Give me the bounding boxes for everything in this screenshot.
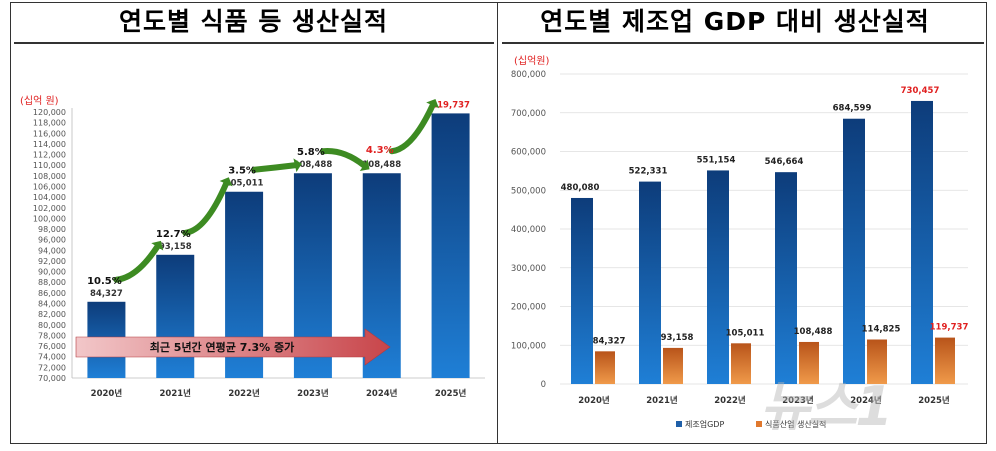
left-summary-banner-text: 최근 5년간 연평균 7.3% 증가 bbox=[150, 340, 295, 354]
left-y-tick-label: 98,000 bbox=[38, 225, 66, 234]
left-y-tick-label: 92,000 bbox=[38, 257, 66, 266]
left-growth-arrow bbox=[319, 148, 367, 169]
left-growth-arrowhead bbox=[293, 158, 302, 173]
left-y-tick-label: 120,000 bbox=[33, 108, 66, 117]
left-x-tick-label: 2020년 bbox=[91, 388, 123, 399]
left-y-tick-label: 82,000 bbox=[38, 310, 66, 319]
left-bar bbox=[431, 113, 470, 378]
left-y-tick-label: 80,000 bbox=[38, 321, 66, 330]
right-title-rule bbox=[502, 42, 984, 44]
left-x-tick-label: 2022년 bbox=[228, 388, 260, 399]
left-y-tick-label: 88,000 bbox=[38, 278, 66, 287]
left-value-label: 93,158 bbox=[159, 242, 192, 252]
left-value-label: 105,011 bbox=[225, 179, 264, 189]
panel-divider bbox=[497, 2, 498, 444]
left-y-tick-label: 118,000 bbox=[33, 119, 66, 128]
left-y-tick-label: 74,000 bbox=[38, 353, 66, 362]
left-x-tick-label: 2024년 bbox=[366, 388, 398, 399]
left-y-tick-label: 104,000 bbox=[33, 193, 66, 202]
left-x-tick-label: 2021년 bbox=[160, 388, 192, 399]
left-y-tick-label: 78,000 bbox=[38, 331, 66, 340]
left-y-tick-label: 112,000 bbox=[33, 151, 66, 160]
left-growth-label: 10.5% bbox=[87, 276, 122, 287]
left-growth-arrowhead bbox=[359, 159, 370, 172]
left-summary-banner bbox=[75, 328, 391, 366]
left-growth-label: 5.8% bbox=[297, 147, 325, 158]
news1-watermark: 뉴스1 bbox=[760, 375, 893, 438]
left-growth-label: 12.7% bbox=[156, 229, 191, 240]
right-chart-title: 연도별 제조업 GDP 대비 생산실적 bbox=[540, 7, 930, 36]
left-growth-arrowhead bbox=[151, 240, 164, 251]
left-chart-title: 연도별 식품 등 생산실적 bbox=[118, 7, 389, 36]
left-value-label: 119,737 bbox=[431, 100, 470, 110]
left-y-tick-label: 106,000 bbox=[33, 182, 66, 191]
left-growth-arrow bbox=[182, 180, 230, 236]
left-y-tick-label: 76,000 bbox=[38, 342, 66, 351]
left-value-label: 84,327 bbox=[90, 289, 123, 299]
left-growth-arrow bbox=[251, 162, 298, 173]
left-value-label: 108,488 bbox=[294, 160, 333, 170]
left-title-rule bbox=[14, 42, 494, 44]
left-y-tick-label: 116,000 bbox=[33, 129, 66, 138]
left-growth-label: 4.3% bbox=[366, 145, 394, 156]
left-unit-label: (십억 원) bbox=[20, 95, 59, 107]
left-y-tick-label: 86,000 bbox=[38, 289, 66, 298]
left-y-tick-label: 70,000 bbox=[38, 374, 66, 383]
left-y-tick-label: 100,000 bbox=[33, 214, 66, 223]
left-y-tick-label: 110,000 bbox=[33, 161, 66, 170]
left-growth-arrow bbox=[113, 243, 161, 283]
left-y-tick-label: 90,000 bbox=[38, 268, 66, 277]
left-y-tick-label: 108,000 bbox=[33, 172, 66, 181]
left-x-tick-label: 2025년 bbox=[435, 388, 467, 399]
left-y-tick-label: 72,000 bbox=[38, 363, 66, 372]
left-growth-label: 3.5% bbox=[228, 166, 256, 177]
left-growth-arrowhead bbox=[426, 99, 439, 109]
left-y-tick-label: 114,000 bbox=[33, 140, 66, 149]
left-bar bbox=[156, 254, 195, 378]
left-y-tick-label: 94,000 bbox=[38, 246, 66, 255]
left-growth-arrowhead bbox=[219, 177, 233, 187]
left-value-label: 108,488 bbox=[362, 160, 401, 170]
left-growth-arrow bbox=[388, 102, 436, 155]
left-y-tick-label: 84,000 bbox=[38, 300, 66, 309]
outer-frame bbox=[10, 2, 987, 444]
left-x-tick-label: 2023년 bbox=[297, 388, 329, 399]
left-y-tick-label: 102,000 bbox=[33, 204, 66, 213]
left-y-tick-label: 96,000 bbox=[38, 236, 66, 245]
